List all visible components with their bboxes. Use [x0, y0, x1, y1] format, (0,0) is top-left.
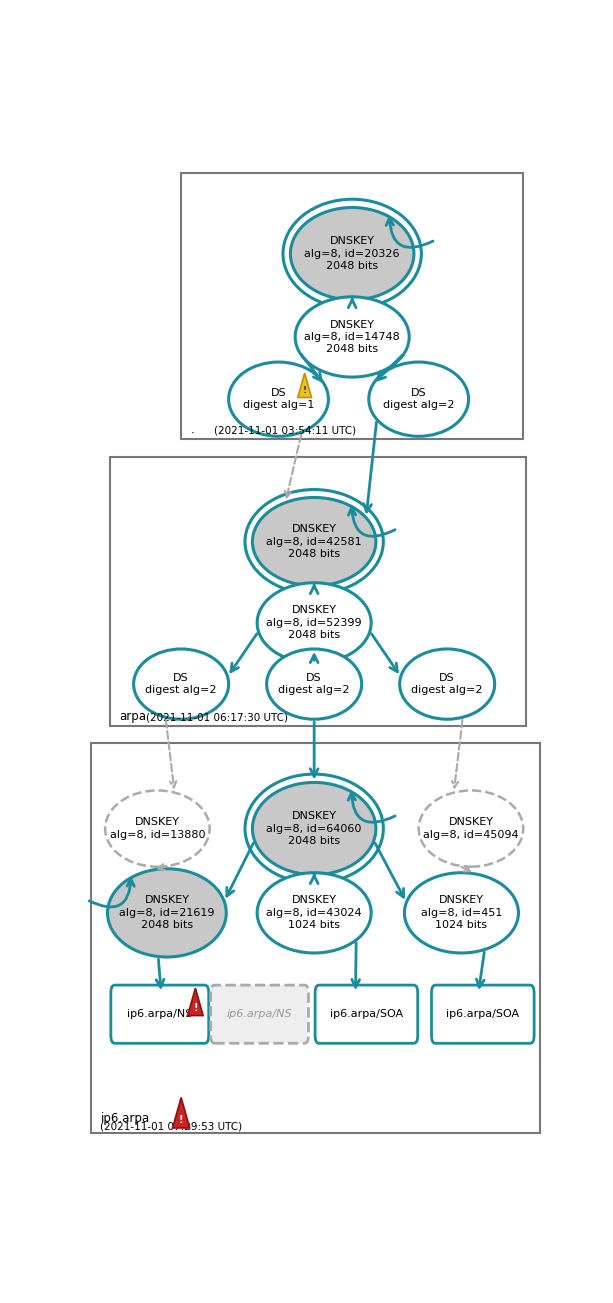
FancyBboxPatch shape [211, 985, 308, 1044]
Text: ip6.arpa/NS: ip6.arpa/NS [127, 1010, 192, 1019]
Text: !: ! [193, 1003, 197, 1012]
Ellipse shape [105, 791, 210, 866]
FancyBboxPatch shape [110, 457, 525, 726]
Ellipse shape [107, 869, 226, 956]
Text: DNSKEY
alg=8, id=21619
2048 bits: DNSKEY alg=8, id=21619 2048 bits [119, 895, 215, 930]
Ellipse shape [229, 362, 329, 437]
Text: ip6.arpa/SOA: ip6.arpa/SOA [446, 1010, 519, 1019]
FancyBboxPatch shape [111, 985, 208, 1044]
Ellipse shape [400, 649, 495, 719]
Text: .: . [191, 423, 194, 437]
Text: DS
digest alg=1: DS digest alg=1 [243, 388, 314, 410]
Ellipse shape [369, 362, 468, 437]
Text: DNSKEY
alg=8, id=13880: DNSKEY alg=8, id=13880 [110, 817, 205, 839]
Ellipse shape [257, 582, 371, 663]
Text: arpa: arpa [120, 710, 147, 723]
Polygon shape [188, 988, 203, 1015]
Text: DS
digest alg=2: DS digest alg=2 [145, 672, 217, 696]
Text: DNSKEY
alg=8, id=451
1024 bits: DNSKEY alg=8, id=451 1024 bits [421, 895, 502, 930]
FancyBboxPatch shape [91, 743, 540, 1132]
Text: DNSKEY
alg=8, id=14748
2048 bits: DNSKEY alg=8, id=14748 2048 bits [304, 319, 400, 354]
Text: DS
digest alg=2: DS digest alg=2 [383, 388, 454, 410]
Ellipse shape [134, 649, 229, 719]
Ellipse shape [257, 873, 371, 952]
Text: !: ! [179, 1114, 183, 1124]
Polygon shape [298, 373, 311, 397]
Text: !: ! [303, 386, 306, 395]
Ellipse shape [405, 873, 519, 952]
Ellipse shape [267, 649, 362, 719]
Text: DNSKEY
alg=8, id=20326
2048 bits: DNSKEY alg=8, id=20326 2048 bits [305, 236, 400, 271]
Text: DNSKEY
alg=8, id=52399
2048 bits: DNSKEY alg=8, id=52399 2048 bits [267, 606, 362, 640]
Text: (2021-11-01 03:54:11 UTC): (2021-11-01 03:54:11 UTC) [215, 425, 357, 435]
Ellipse shape [295, 297, 409, 377]
Text: ip6.arpa/SOA: ip6.arpa/SOA [330, 1010, 403, 1019]
Text: DNSKEY
alg=8, id=64060
2048 bits: DNSKEY alg=8, id=64060 2048 bits [267, 812, 362, 846]
Ellipse shape [253, 498, 376, 586]
Text: (2021-11-01 07:29:53 UTC): (2021-11-01 07:29:53 UTC) [101, 1122, 243, 1131]
Text: DS
digest alg=2: DS digest alg=2 [278, 672, 350, 696]
FancyBboxPatch shape [181, 173, 524, 439]
Polygon shape [173, 1097, 189, 1128]
Text: DNSKEY
alg=8, id=43024
1024 bits: DNSKEY alg=8, id=43024 1024 bits [267, 895, 362, 930]
Text: DNSKEY
alg=8, id=45094: DNSKEY alg=8, id=45094 [423, 817, 519, 839]
Text: ip6.arpa/NS: ip6.arpa/NS [227, 1010, 292, 1019]
Ellipse shape [291, 207, 414, 300]
Text: ip6.arpa: ip6.arpa [101, 1111, 150, 1124]
Text: DS
digest alg=2: DS digest alg=2 [411, 672, 483, 696]
FancyBboxPatch shape [315, 985, 417, 1044]
Text: DNSKEY
alg=8, id=42581
2048 bits: DNSKEY alg=8, id=42581 2048 bits [267, 524, 362, 559]
FancyBboxPatch shape [432, 985, 534, 1044]
Ellipse shape [253, 782, 376, 874]
Ellipse shape [419, 791, 524, 866]
Text: (2021-11-01 06:17:30 UTC): (2021-11-01 06:17:30 UTC) [145, 713, 287, 722]
